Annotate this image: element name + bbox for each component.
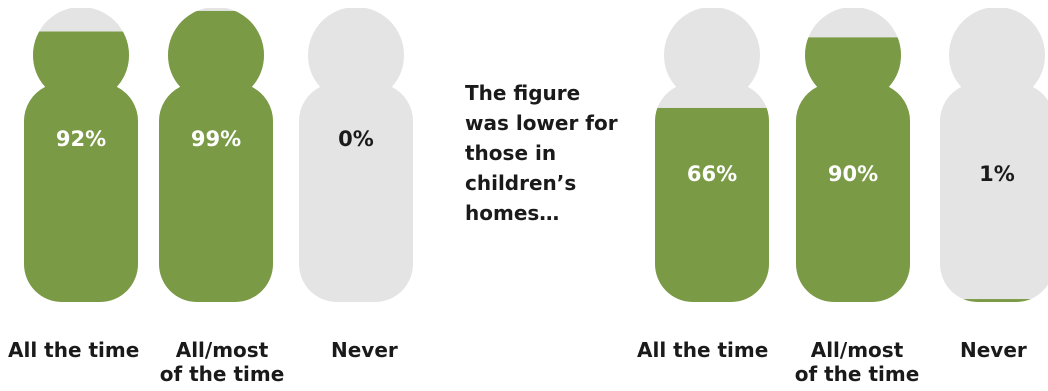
category-label-all-most-left: All/most of the time bbox=[159, 338, 285, 386]
annotation-line: The figure bbox=[465, 81, 581, 105]
annotation-line: homes… bbox=[465, 201, 560, 225]
person-figure bbox=[299, 8, 413, 302]
annotation-line: those in bbox=[465, 141, 557, 165]
annotation-text: The figure was lower for those in childr… bbox=[465, 78, 618, 228]
data-label: 0% bbox=[338, 127, 374, 151]
person-figure bbox=[24, 8, 138, 302]
data-label: 99% bbox=[191, 127, 241, 151]
data-label: 92% bbox=[56, 127, 106, 151]
data-label: 66% bbox=[687, 162, 737, 186]
data-label: 90% bbox=[828, 162, 878, 186]
data-label: 1% bbox=[979, 162, 1015, 186]
category-label-all-most-right: All/most of the time bbox=[794, 338, 920, 386]
category-label-all-the-time-left: All the time bbox=[8, 338, 140, 362]
bar-fill bbox=[24, 31, 138, 302]
person-empty-area bbox=[940, 8, 1048, 302]
person-empty-area bbox=[299, 8, 413, 302]
category-label-never-left: Never bbox=[331, 338, 398, 362]
bar-fill bbox=[940, 299, 1048, 302]
person-figure bbox=[940, 8, 1048, 302]
person-figure bbox=[796, 8, 910, 302]
person-figure bbox=[159, 8, 273, 302]
annotation-line: children’s bbox=[465, 171, 577, 195]
category-label-never-right: Never bbox=[960, 338, 1027, 362]
annotation-line: was lower for bbox=[465, 111, 618, 135]
bar-fill bbox=[655, 107, 769, 302]
bar-fill bbox=[159, 10, 273, 302]
person-figure bbox=[655, 8, 769, 302]
bar-fill bbox=[796, 37, 910, 302]
category-label-all-the-time-right: All the time bbox=[637, 338, 769, 362]
